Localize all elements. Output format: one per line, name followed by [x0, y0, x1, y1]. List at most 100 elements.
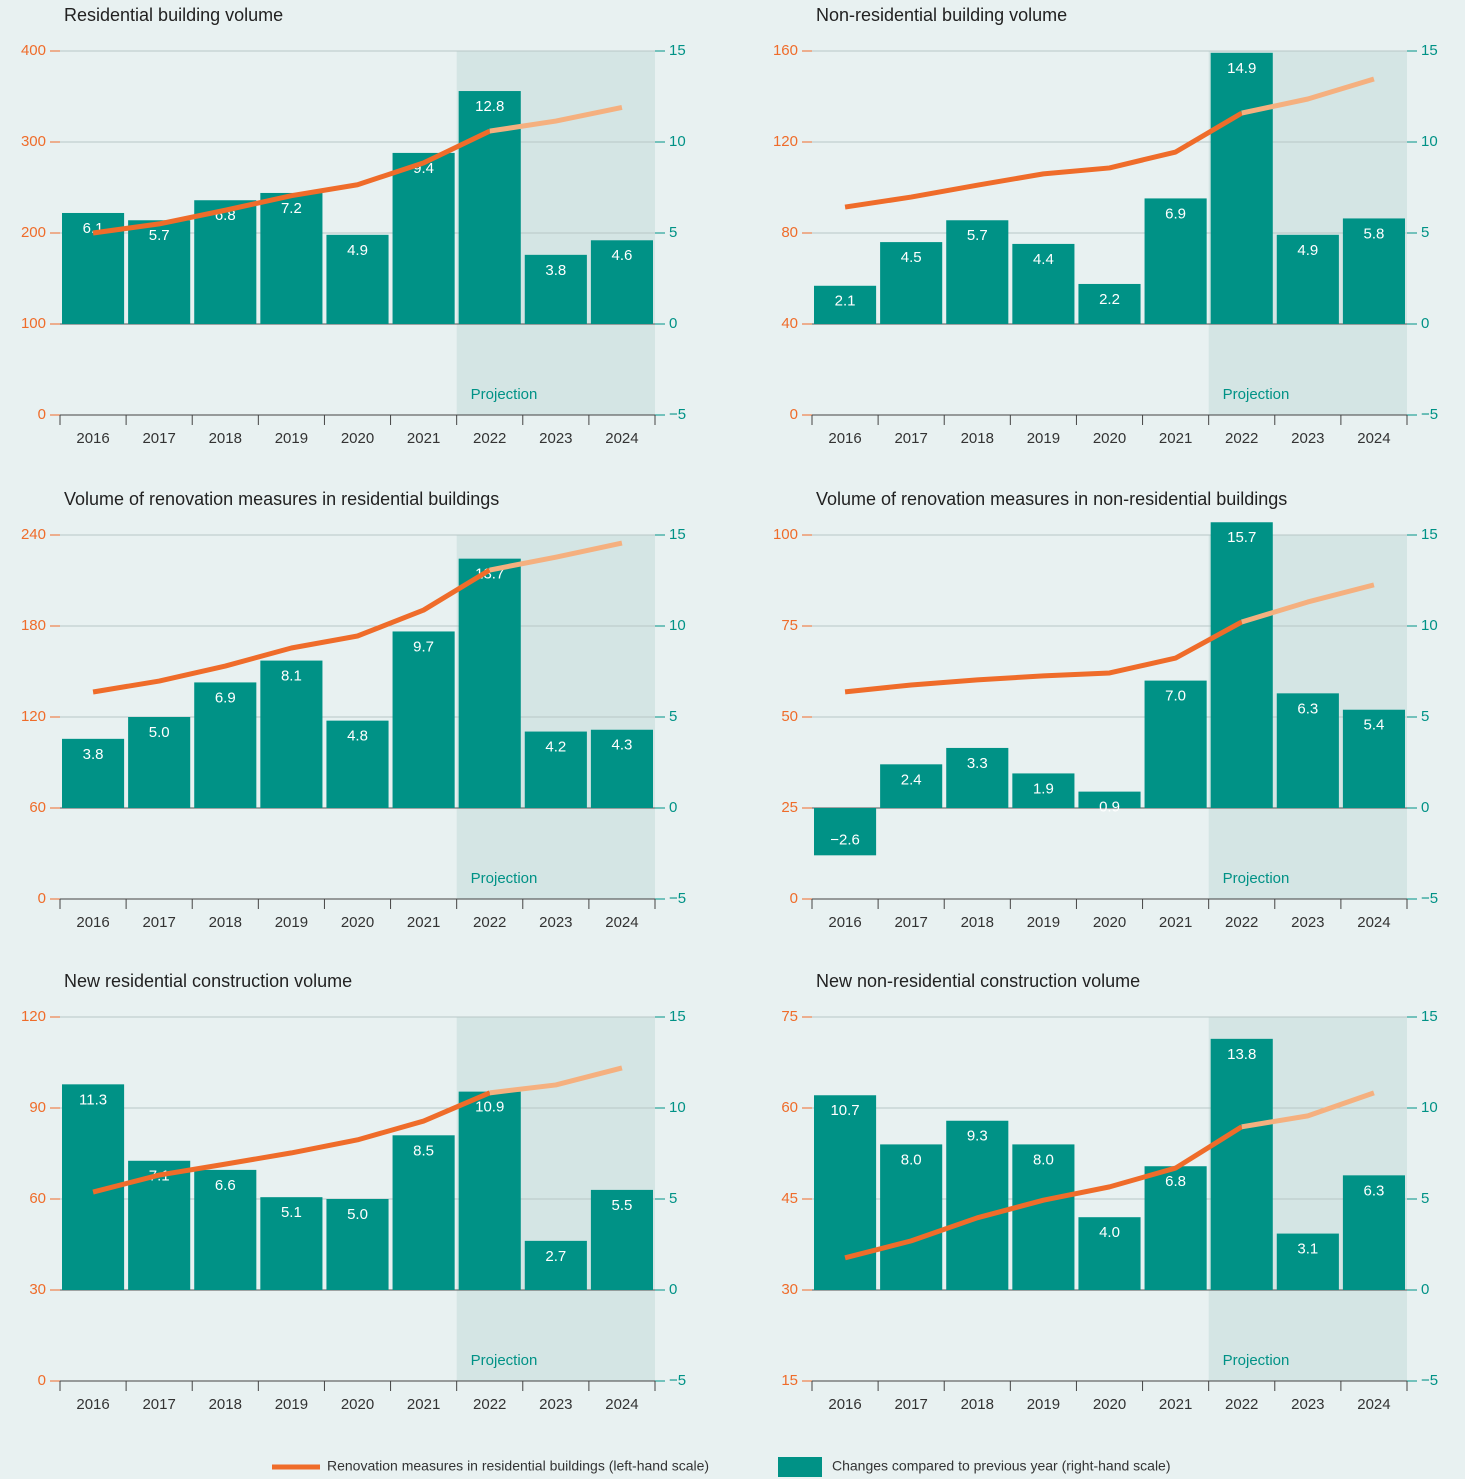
x-tick-label: 2017	[142, 430, 175, 447]
bar-value-label: 6.8	[1165, 1173, 1186, 1190]
y2-tick-label: 15	[669, 42, 686, 59]
y2-tick-label: 5	[669, 1190, 677, 1207]
y2-tick-label: −5	[1421, 406, 1438, 423]
bar-value-label: 5.7	[149, 227, 170, 244]
y-tick-label: 120	[21, 708, 46, 725]
y-tick-label: 80	[781, 224, 798, 241]
bar	[326, 234, 389, 324]
x-tick-label: 2022	[1225, 430, 1258, 447]
bar	[1342, 1175, 1405, 1290]
bar	[1210, 522, 1273, 808]
y2-tick-label: 10	[669, 133, 686, 150]
chart-title: Non-residential building volume	[816, 5, 1067, 25]
bar	[1210, 52, 1273, 324]
bar	[590, 1189, 653, 1290]
bar	[1210, 1038, 1273, 1290]
y-tick-label: 0	[790, 890, 798, 907]
bar-value-label: 3.8	[83, 746, 104, 763]
y2-tick-label: 10	[1421, 1099, 1438, 1116]
bar	[326, 720, 389, 808]
y2-tick-label: −5	[1421, 1372, 1438, 1389]
x-tick-label: 2020	[341, 914, 374, 931]
bar-value-label: 14.9	[1227, 60, 1256, 77]
bar-value-label: 5.5	[612, 1197, 633, 1214]
bar	[1144, 680, 1207, 808]
x-tick-label: 2017	[142, 914, 175, 931]
bar-value-label: 5.4	[1364, 717, 1385, 734]
y2-tick-label: 5	[1421, 1190, 1429, 1207]
y-tick-label: 240	[21, 526, 46, 543]
x-tick-label: 2018	[209, 430, 242, 447]
y-tick-label: 75	[781, 617, 798, 634]
chart-title: Volume of renovation measures in non-res…	[816, 489, 1287, 509]
y-tick-label: 0	[38, 890, 46, 907]
y-tick-label: 400	[21, 42, 46, 59]
x-tick-label: 2019	[275, 1396, 308, 1413]
bar	[1078, 1217, 1141, 1290]
y2-tick-label: 5	[669, 708, 677, 725]
x-tick-label: 2021	[1159, 1396, 1192, 1413]
x-tick-label: 2023	[539, 1396, 572, 1413]
x-tick-label: 2019	[275, 914, 308, 931]
line	[92, 567, 492, 695]
y-tick-label: 30	[781, 1281, 798, 1298]
x-tick-label: 2021	[407, 1396, 440, 1413]
x-tick-label: 2024	[605, 914, 638, 931]
bar-value-label: 7.0	[1165, 688, 1186, 705]
y-tick-label: 60	[29, 799, 46, 816]
chart-title: New non-residential construction volume	[816, 971, 1140, 991]
bar	[1012, 243, 1075, 324]
bar	[458, 1091, 521, 1290]
y-tick-label: 15	[781, 1372, 798, 1389]
line	[92, 1090, 491, 1195]
y2-tick-label: 10	[669, 617, 686, 634]
y-tick-label: 90	[29, 1099, 46, 1116]
projection-line	[489, 104, 623, 134]
bar-value-label: 2.4	[901, 771, 922, 788]
bar	[946, 1120, 1009, 1290]
x-tick-label: 2016	[828, 914, 861, 931]
bar	[590, 729, 653, 808]
bar-value-label: 2.7	[545, 1248, 566, 1265]
x-tick-label: 2021	[1159, 914, 1192, 931]
bar-value-label: 6.3	[1297, 700, 1318, 717]
bar	[128, 717, 191, 808]
x-tick-label: 2017	[894, 914, 927, 931]
x-tick-label: 2017	[142, 1396, 175, 1413]
y2-tick-label: −5	[1421, 890, 1438, 907]
bar-value-label: 8.0	[901, 1151, 922, 1168]
bar	[1342, 218, 1405, 324]
legend-label: Changes compared to previous year (right…	[832, 1458, 1171, 1474]
bar	[814, 285, 877, 324]
y2-tick-label: 15	[669, 526, 686, 543]
bar-value-label: 4.9	[347, 242, 368, 259]
bar-value-label: 6.3	[1364, 1182, 1385, 1199]
x-tick-label: 2016	[828, 1396, 861, 1413]
bar-value-label: 7.2	[281, 200, 302, 217]
y-tick-label: 300	[21, 133, 46, 150]
y2-tick-label: 0	[1421, 1281, 1429, 1298]
y-tick-label: 120	[21, 1008, 46, 1025]
x-tick-label: 2018	[209, 914, 242, 931]
bar	[814, 1095, 877, 1290]
x-tick-label: 2019	[1027, 914, 1060, 931]
x-tick-label: 2022	[1225, 1396, 1258, 1413]
bar-value-label: 2.2	[1099, 291, 1120, 308]
y2-tick-label: 15	[669, 1008, 686, 1025]
y-tick-label: 0	[38, 406, 46, 423]
y-tick-label: 40	[781, 315, 798, 332]
y-tick-label: 100	[773, 526, 798, 543]
y2-tick-label: 5	[669, 224, 677, 241]
bar-value-label: 9.3	[967, 1128, 988, 1145]
chart-title: New residential construction volume	[64, 971, 352, 991]
bar	[260, 1197, 323, 1290]
x-tick-label: 2018	[961, 430, 994, 447]
projection-label: Projection	[471, 870, 538, 887]
bar	[1276, 234, 1339, 324]
y-tick-label: 60	[781, 1099, 798, 1116]
y2-tick-label: 15	[1421, 1008, 1438, 1025]
y-tick-label: 30	[29, 1281, 46, 1298]
y2-tick-label: 15	[1421, 42, 1438, 59]
x-tick-label: 2016	[76, 1396, 109, 1413]
